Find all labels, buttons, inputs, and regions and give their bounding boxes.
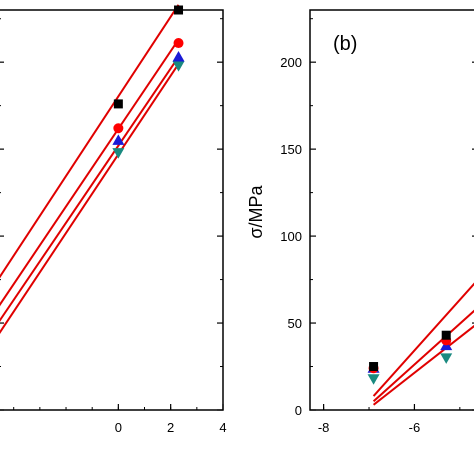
fit-line: [0, 56, 180, 322]
data-point-circle: [113, 123, 124, 134]
panel-b-markers: [367, 330, 453, 385]
panel-a-axes: 0 2 4: [0, 9, 227, 435]
x-tick-label: -6: [409, 420, 421, 435]
panel-a: 0 2 4: [0, 4, 227, 435]
x-tick-label: 4: [219, 420, 226, 435]
data-point-square: [441, 330, 451, 340]
fit-line: [0, 39, 180, 307]
fit-line: [0, 63, 180, 335]
panel-b-y-axis-title: σ/MPa: [246, 184, 266, 238]
data-point-triangle-down: [367, 374, 380, 385]
y-tick-label: 100: [280, 229, 302, 244]
data-point-square: [369, 362, 379, 372]
plot-frame: [309, 9, 474, 411]
x-tick-label: 2: [167, 420, 174, 435]
data-point-triangle-up: [112, 134, 125, 145]
data-point-square: [113, 99, 123, 109]
y-tick-label: 150: [280, 142, 302, 157]
panel-b-label: (b): [333, 33, 357, 55]
panel-b-axes: -8 -6 0 50 100 150 200: [280, 9, 474, 435]
x-tick-label: -8: [318, 420, 330, 435]
fit-line: [372, 282, 474, 397]
data-point-triangle-up: [172, 50, 185, 62]
data-point-triangle-down: [112, 148, 125, 159]
panel-b: -8 -6 0 50 100 150 200 (b) σ/MPa: [246, 9, 474, 435]
data-point-triangle-down: [172, 61, 185, 72]
plot-frame: [0, 9, 224, 411]
fit-line: [372, 324, 474, 406]
x-tick-label: 0: [115, 420, 122, 435]
data-point-circle: [173, 38, 184, 49]
fit-line: [372, 309, 474, 403]
panel-b-fit-lines: [372, 282, 474, 406]
y-tick-label: 50: [288, 316, 302, 331]
y-tick-label: 200: [280, 55, 302, 70]
y-tick-label: 0: [295, 403, 302, 418]
data-point-triangle-down: [440, 353, 453, 364]
fit-line: [0, 4, 180, 279]
panel-a-fit-lines: [0, 4, 180, 335]
